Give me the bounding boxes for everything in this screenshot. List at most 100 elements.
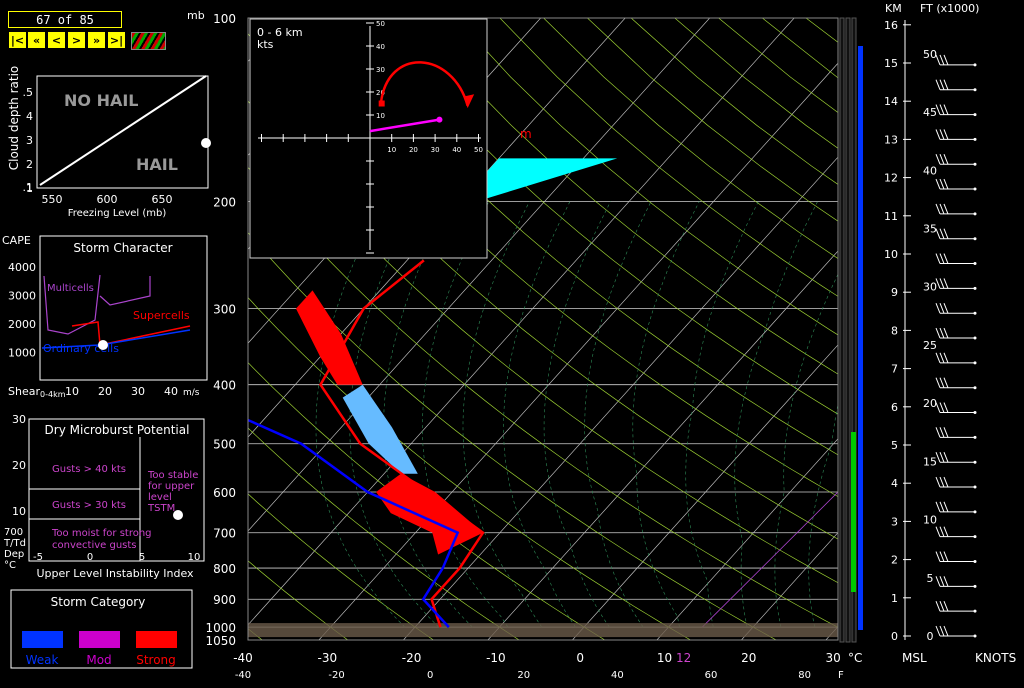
isotherm: [572, 344, 838, 640]
category-swatch: [136, 631, 177, 648]
wind-barb-flag: [943, 551, 949, 562]
moist-adiabat: [774, 273, 838, 628]
wind-barb-flag: [935, 600, 941, 612]
nav-button-3[interactable]: >: [67, 31, 86, 49]
micro-ylabel: T/Td: [3, 538, 26, 549]
pressure-tick: 800: [213, 562, 236, 576]
cape-area-high: [296, 290, 363, 385]
wind-barb-flag: [943, 278, 949, 289]
too-stable: for upper: [148, 481, 195, 492]
wind-barb-flag: [939, 377, 945, 388]
moist-adiabat: [349, 201, 439, 628]
wind-barb-flag: [935, 402, 941, 413]
dry-adiabat: [499, 18, 838, 297]
fahrenheit-unit: F: [838, 670, 844, 681]
dewpoint-line: [248, 418, 460, 628]
fahrenheit-tick: 80: [798, 670, 811, 681]
nav-button-1[interactable]: «: [27, 31, 46, 49]
wind-barb-dot: [973, 435, 977, 439]
wind-barb-dot: [973, 560, 977, 564]
km-tick: 0: [891, 630, 898, 643]
wind-barb-flag: [943, 501, 949, 513]
wind-barb-flag: [943, 476, 949, 488]
hodo-xlabel: 30: [431, 146, 440, 154]
wind-barb-flag: [939, 352, 945, 364]
wind-barb-dot: [973, 386, 977, 390]
wind-barb-dot: [973, 63, 977, 67]
wind-barb-dot: [973, 311, 977, 315]
fahrenheit-tick: 60: [705, 670, 718, 681]
storm-xtick: 20: [98, 385, 112, 398]
too-stable: TSTM: [147, 503, 175, 514]
wind-barb-flag: [935, 327, 941, 339]
wind-barb-flag: [935, 625, 941, 637]
dry-adiabat: [280, 18, 838, 497]
wind-barb-flag: [939, 551, 945, 562]
hail-xlabel: Freezing Level (mb): [68, 208, 167, 219]
isotherm: [403, 156, 838, 640]
storm-xtick: 10: [65, 385, 79, 398]
wind-barb-flag: [943, 576, 949, 587]
isotherm: [248, 18, 795, 626]
wind-barb-flag: [935, 526, 941, 537]
km-tick: 15: [884, 57, 898, 70]
pressure-tick: 200: [213, 195, 236, 209]
knots-label: KNOTS: [975, 651, 1016, 665]
wind-barb-dot: [973, 361, 977, 365]
nav-button-4[interactable]: »: [87, 31, 106, 49]
wind-barb-flag: [935, 228, 941, 239]
micro-xlabel: Upper Level Instability Index: [36, 567, 194, 580]
hodo-xlabel: 20: [409, 146, 418, 154]
dry-adiabat: [248, 100, 838, 584]
wind-barb-flag: [939, 327, 945, 339]
isotherm: [248, 18, 626, 438]
micro-ytick: 30: [12, 413, 26, 426]
moist-adiabat: [584, 201, 652, 628]
wind-barb-dot: [973, 584, 977, 588]
wind-barb-dot: [973, 535, 977, 539]
celsius-tick: -30: [317, 651, 337, 665]
wind-barb-flag: [943, 253, 949, 264]
km-label: KM: [885, 2, 902, 15]
nav-button-0[interactable]: |<: [8, 31, 27, 49]
wind-barb-flag: [939, 476, 945, 488]
dry-adiabat: [368, 18, 838, 415]
moist-adiabat: [734, 201, 818, 628]
too-stable: Too stable: [147, 470, 198, 481]
mixing-ratio-label: 12: [676, 651, 691, 665]
wind-barb-flag: [935, 278, 941, 289]
storm-xtick: 30: [131, 385, 145, 398]
wind-barb-flag: [943, 203, 949, 215]
nav-button-2[interactable]: <: [47, 31, 66, 49]
ft-tick: 0: [927, 630, 934, 643]
wind-barb-dot: [973, 137, 977, 141]
hodo-xlabel: 40: [452, 146, 461, 154]
wind-barb-dot: [973, 510, 977, 514]
hodo-arrow: [463, 94, 475, 109]
hodo-ylabel: 50: [376, 20, 385, 28]
wind-barb-dot: [973, 262, 977, 266]
wind-barb-flag: [943, 228, 949, 239]
wind-barb-flag: [939, 526, 945, 537]
celsius-tick: -10: [486, 651, 506, 665]
hail-panel: NO HAIL HAIL .5 4 3 2 1.1 550 600 650 Freezing Lev…: [7, 66, 211, 219]
wind-barb-flag: [939, 129, 945, 140]
hodo-wind-curve: [379, 61, 469, 107]
km-tick: 16: [884, 19, 898, 32]
ft-tick: 15: [923, 455, 937, 468]
color-legend-icon[interactable]: [131, 32, 166, 50]
wind-barb-flag: [943, 54, 949, 66]
fahrenheit-tick: 40: [611, 670, 624, 681]
nav-button-5[interactable]: >|: [107, 31, 126, 49]
fahrenheit-tick: -20: [328, 670, 344, 681]
hail-xtick: 650: [152, 193, 173, 206]
wind-barb-flag: [935, 178, 941, 190]
wind-barb-flag: [939, 253, 945, 264]
pressure-tick: 500: [213, 438, 236, 452]
wind-barb-flag: [935, 129, 941, 140]
wind-barb-flag: [939, 501, 945, 513]
moist-adiabat: [685, 201, 759, 628]
hodo-ylabel: 20: [376, 89, 385, 97]
dry-adiabat: [894, 18, 1024, 640]
altitude-bar: [851, 17, 857, 643]
